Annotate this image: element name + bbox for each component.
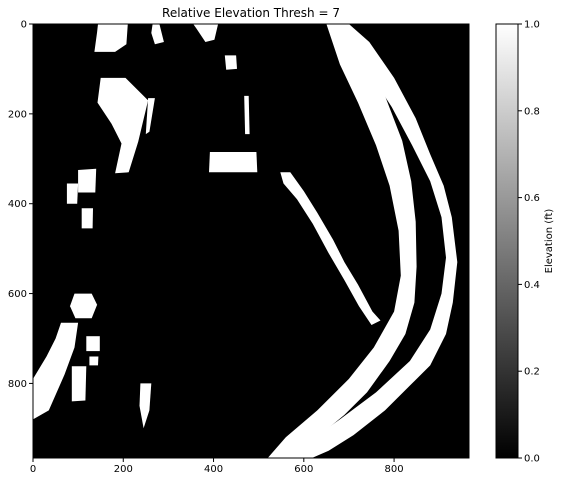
colorbar-tick-label: 0.6 [524, 193, 540, 204]
plot-frame [32, 23, 470, 459]
y-tick-label: 800 [8, 379, 27, 390]
colorbar [495, 23, 519, 459]
region-left-pair-2 [66, 183, 79, 204]
x-tick-label: 600 [294, 464, 313, 475]
region-river-outer-band [281, 24, 458, 458]
region-center-small-square [224, 55, 237, 70]
x-axis: 0 200 400 600 800 [30, 458, 404, 475]
chart-title: Relative Elevation Thresh = 7 [162, 6, 340, 20]
region-top-right-small [193, 24, 219, 42]
region-center-thin-line [244, 95, 250, 135]
elevation-mask-regions [33, 24, 458, 458]
region-left-strand-thin [145, 98, 155, 135]
y-tick-label: 0 [21, 20, 27, 31]
colorbar-tick-label: 0.0 [524, 454, 540, 465]
region-left-mid-curve [33, 322, 79, 420]
region-left-pair-3 [81, 208, 93, 229]
region-left-mid-sq3 [71, 366, 87, 402]
y-tick-label: 600 [8, 289, 27, 300]
colorbar-tick-label: 0.2 [524, 367, 540, 378]
region-center-oval [209, 152, 258, 173]
region-left-mid-sq1 [86, 336, 100, 352]
region-top-center-mark [151, 24, 164, 45]
y-axis: 0 200 400 600 800 [8, 20, 33, 390]
region-left-pair-1 [78, 168, 97, 193]
region-bottom-left-drop [139, 383, 152, 429]
region-left-mid-sq2 [89, 356, 99, 366]
region-left-mid-pill [70, 293, 98, 319]
colorbar-tick-label: 0.8 [524, 106, 540, 117]
region-left-strand [97, 77, 149, 174]
x-tick-label: 0 [30, 464, 36, 475]
colorbar-label: Elevation (ft) [544, 209, 555, 274]
x-tick-label: 800 [385, 464, 404, 475]
x-tick-label: 200 [114, 464, 133, 475]
x-tick-label: 400 [204, 464, 223, 475]
region-river-inner-band [267, 24, 417, 458]
region-top-left-blob [94, 24, 128, 52]
colorbar-axis: 0.0 0.2 0.4 0.6 0.8 1.0 [518, 20, 540, 465]
colorbar-tick-label: 1.0 [524, 20, 540, 31]
colorbar-tick-label: 0.4 [524, 280, 540, 291]
region-diagonal-strip [280, 172, 381, 325]
y-tick-label: 400 [8, 199, 27, 210]
y-tick-label: 200 [8, 109, 27, 120]
